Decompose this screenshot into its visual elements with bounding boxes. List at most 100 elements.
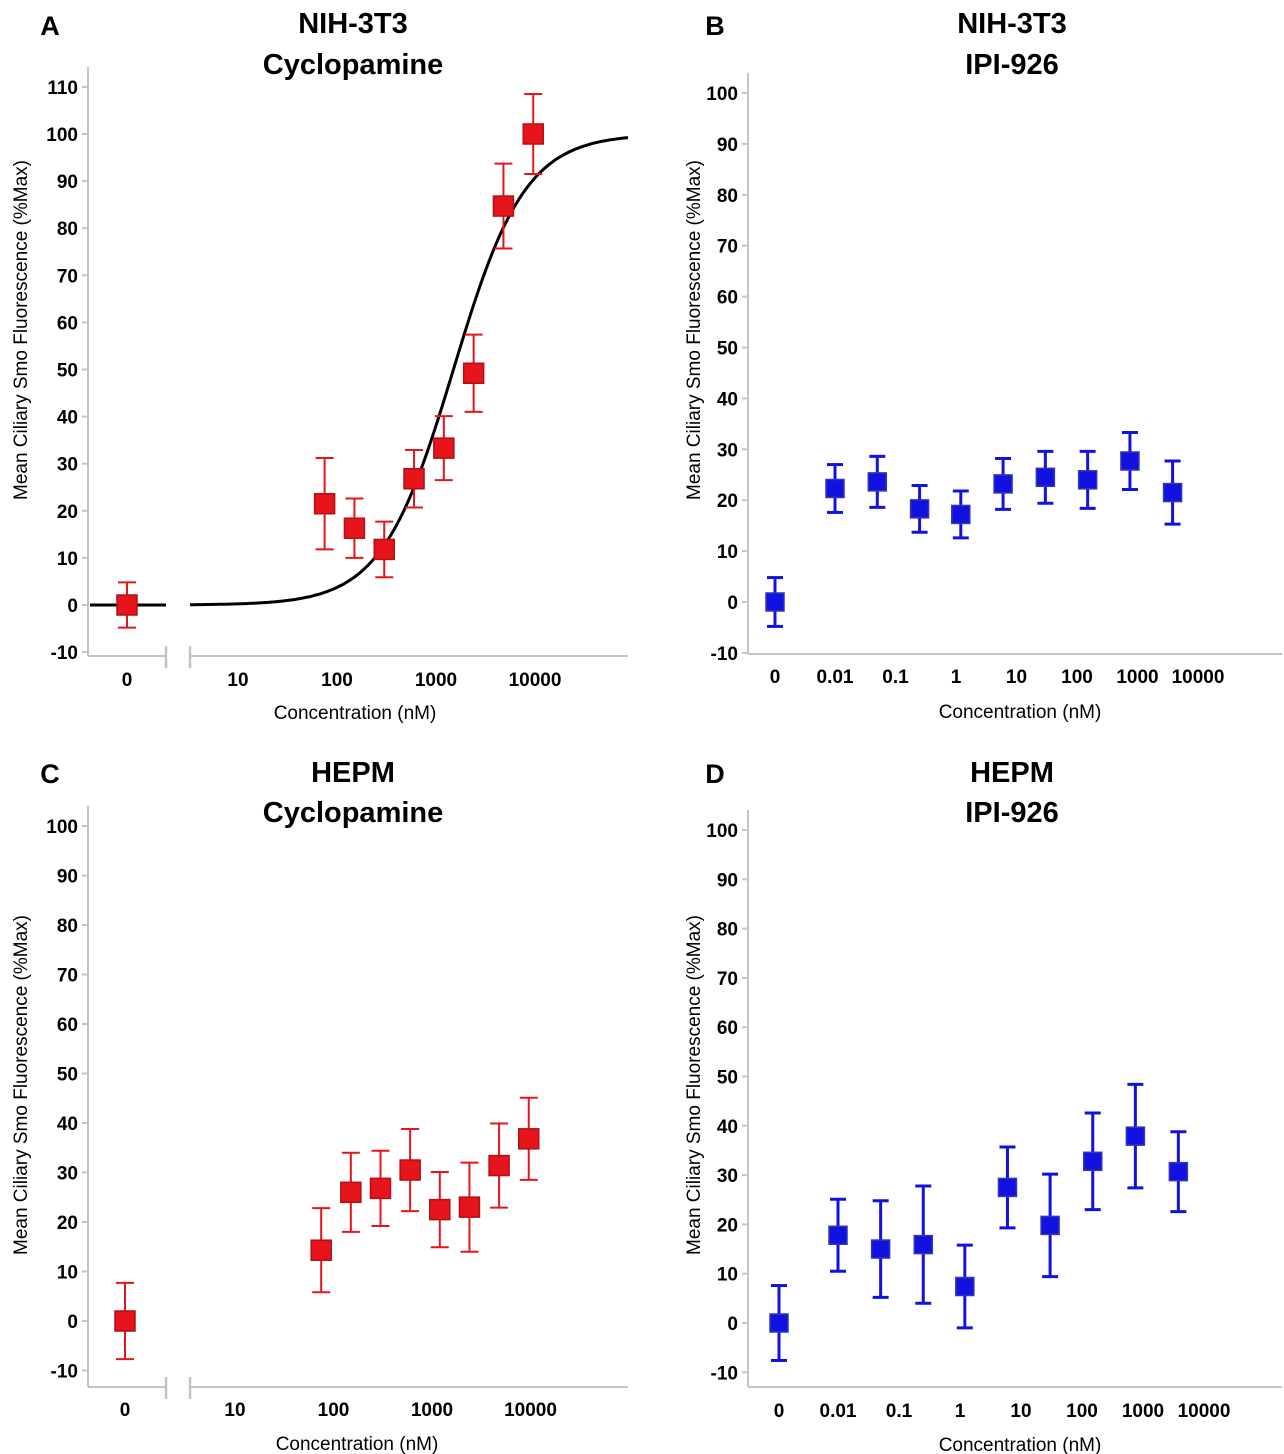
y-tick-label: 90: [57, 172, 78, 193]
panel-b: B NIH-3T3 IPI-926 -10 0 10 20 30 40 50 60 70 80 90 100…: [642, 0, 1284, 727]
y-tick-label: 70: [57, 966, 78, 987]
chart-title-line-1: NIH-3T3: [957, 8, 1067, 40]
y-tick-label: 100: [706, 821, 738, 842]
y-tick-label: 50: [57, 1065, 78, 1086]
data-point: [955, 1276, 975, 1297]
y-tick-label: 30: [717, 440, 738, 461]
y-tick-label: 90: [717, 870, 738, 891]
y-tick-label: 50: [57, 361, 78, 382]
data-point: [1035, 467, 1056, 488]
y-tick-label: 10: [717, 542, 738, 563]
chart-title-line-1: HEPM: [311, 757, 395, 789]
x-tick-label: 100: [1061, 667, 1093, 688]
y-tick-label: 40: [57, 1114, 78, 1135]
y-tick-label: 10: [717, 1265, 738, 1286]
y-tick-label: 30: [57, 1164, 78, 1185]
y-axis-title: Mean Ciliary Smo Fluorescence (%Max): [11, 160, 32, 500]
data-point: [993, 474, 1013, 494]
x-tick-label: 100: [318, 1400, 350, 1421]
data-point: [340, 1181, 362, 1204]
x-tick-label: 0: [122, 670, 133, 691]
data-point: [1082, 1151, 1103, 1172]
y-tick-label: 60: [57, 313, 78, 334]
y-tick-label: 10: [57, 549, 78, 570]
panel-c: C HEPM Cyclopamine -10 0 10 20 30 40 50 60 70 80 90 10…: [0, 727, 642, 1454]
x-tick-label: 1000: [1116, 667, 1158, 688]
x-axis-title: Concentration (nM): [939, 702, 1102, 723]
x-tick-label: 10000: [1178, 1401, 1231, 1422]
data-point: [399, 1159, 421, 1181]
y-tick-label: 100: [706, 84, 738, 105]
data-point: [769, 1313, 789, 1333]
y-tick-label: 0: [727, 593, 738, 614]
x-tick-label: 0.01: [820, 1401, 857, 1422]
y-tick-label: 40: [717, 1117, 738, 1138]
y-tick-label: 70: [717, 969, 738, 990]
y-tick-label: 20: [717, 1215, 738, 1236]
y-tick-label: 90: [57, 867, 78, 888]
data-point: [522, 123, 544, 145]
x-tick-label: 10: [1006, 667, 1027, 688]
x-tick-label: 1000: [1122, 1401, 1164, 1422]
chart-title-line-2: Cyclopamine: [263, 49, 444, 81]
y-tick-label: 20: [57, 1213, 78, 1234]
x-tick-label: 10: [224, 1400, 245, 1421]
chart-title-line-2: IPI-926: [965, 49, 1059, 81]
data-point: [909, 499, 930, 519]
y-tick-label: 30: [57, 455, 78, 476]
x-tick-label: 0: [774, 1401, 785, 1422]
data-point: [488, 1154, 510, 1177]
x-tick-label: 10: [227, 670, 248, 691]
y-tick-label: 70: [57, 266, 78, 287]
x-tick-label: 10: [1010, 1401, 1031, 1422]
x-tick-label: 0.1: [886, 1401, 913, 1422]
data-point: [1168, 1161, 1189, 1182]
y-tick-label: 100: [46, 125, 78, 146]
panel-d: D HEPM IPI-926 -10 0 10 20 30 40 50 60 70 80 90 100 0 0.…: [642, 727, 1284, 1454]
y-tick-label: 80: [57, 219, 78, 240]
chart-title-line-1: NIH-3T3: [298, 8, 408, 40]
data-point: [765, 592, 785, 612]
data-point: [369, 1177, 392, 1200]
data-point: [313, 492, 336, 515]
data-point: [913, 1234, 934, 1255]
y-tick-label: 40: [717, 389, 738, 410]
x-tick-label: 1: [951, 667, 962, 688]
x-tick-label: 0: [120, 1400, 131, 1421]
data-point: [116, 594, 138, 616]
y-tick-label: 100: [46, 817, 78, 838]
y-tick-label: 10: [57, 1263, 78, 1284]
data-point: [951, 504, 971, 525]
chart-panel-c: C HEPM Cyclopamine -10 0 10 20 30 40 50 60 70 80 90 10…: [11, 757, 628, 1454]
chart-panel-b: B NIH-3T3IPI-926-100102030405060708090100…: [684, 8, 1282, 723]
y-tick-label: 60: [717, 288, 738, 309]
chart-title-line-2: IPI-926: [965, 797, 1059, 829]
y-tick-label: 80: [57, 916, 78, 937]
data-point: [492, 195, 515, 217]
data-point: [310, 1239, 332, 1261]
panel-letter: B: [705, 11, 725, 41]
data-point: [373, 538, 395, 561]
y-tick-label: 70: [717, 237, 738, 258]
x-tick-label: 10000: [1172, 667, 1225, 688]
data-point: [1040, 1215, 1060, 1236]
panel-letter: C: [40, 759, 60, 789]
x-tick-label: 1000: [411, 1400, 453, 1421]
panel-letter: D: [705, 759, 725, 789]
y-tick-label: 0: [67, 596, 78, 617]
y-tick-label: 90: [717, 135, 738, 156]
x-tick-label: 10000: [504, 1400, 557, 1421]
x-tick-label: 0.01: [817, 667, 854, 688]
data-point: [867, 472, 888, 492]
y-axis-title: Mean Ciliary Smo Fluorescence (%Max): [684, 160, 705, 500]
chart-title-line-1: HEPM: [970, 757, 1054, 789]
data-point: [462, 362, 485, 385]
chart-panel-a: A NIH-3T3 Cyclopamine -10 0 10 20 30 40 50 60 70 80 9…: [11, 8, 629, 724]
data-point: [1077, 470, 1098, 490]
x-tick-label: 10000: [509, 670, 562, 691]
data-point: [433, 437, 455, 459]
x-axis-title: Concentration (nM): [939, 1435, 1102, 1454]
data-point: [997, 1177, 1018, 1198]
x-tick-label: 100: [1066, 1401, 1098, 1422]
